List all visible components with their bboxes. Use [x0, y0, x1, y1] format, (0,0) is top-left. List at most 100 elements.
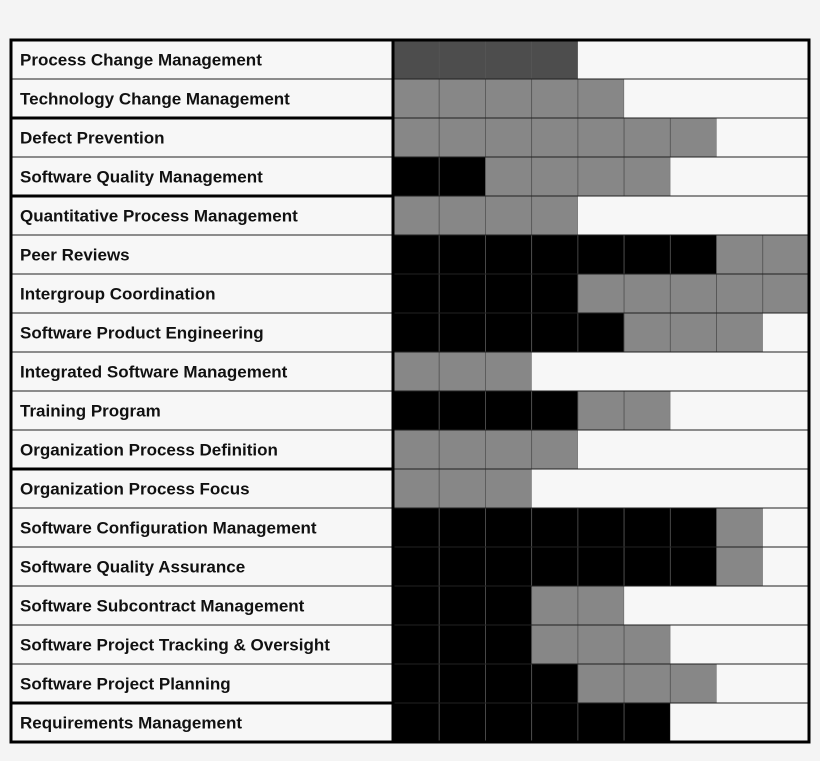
bar-cell-gray: [392, 78, 440, 119]
bar-remainder: [577, 40, 809, 79]
row-label: Organization Process Focus: [20, 480, 250, 499]
bar-cell-black: [438, 390, 486, 431]
bar-cell-black: [392, 546, 440, 587]
bar-remainder: [670, 625, 809, 664]
bar-cell-gray: [531, 117, 579, 158]
bar-cell-gray: [669, 312, 717, 353]
bar-cell-black: [485, 624, 533, 665]
bar-cell-gray: [438, 429, 486, 470]
bar-cell-gray: [716, 507, 764, 548]
bar-cell-black: [577, 507, 625, 548]
bar-cell-gray: [485, 429, 533, 470]
bar-remainder: [716, 118, 809, 157]
bar-cell-black: [577, 234, 625, 275]
bar-remainder: [762, 547, 809, 586]
bar-cell-black: [485, 312, 533, 353]
row-label: Software Quality Assurance: [20, 558, 245, 577]
row-label: Intergroup Coordination: [20, 285, 215, 304]
bar-cell-gray: [438, 351, 486, 392]
bar-cell-gray: [762, 273, 810, 314]
bar-cell-gray: [716, 312, 764, 353]
bar-cell-gray: [485, 195, 533, 236]
bar-cell-black: [485, 663, 533, 704]
bar-cell-gray: [485, 117, 533, 158]
bar-cell-gray: [392, 351, 440, 392]
bar-remainder: [577, 196, 809, 235]
bar-cell-black: [623, 702, 671, 743]
bar-cell-black: [438, 234, 486, 275]
bar-cell-gray: [623, 117, 671, 158]
bar-cell-black: [485, 507, 533, 548]
bar-remainder: [762, 508, 809, 547]
bar-cell-black: [485, 234, 533, 275]
bar-remainder: [624, 79, 809, 118]
bar-cell-gray: [577, 663, 625, 704]
bar-cell-black: [669, 507, 717, 548]
row-label: Process Change Management: [20, 51, 262, 70]
bar-cell-black: [531, 273, 579, 314]
bar-cell-gray: [623, 390, 671, 431]
bar-remainder: [716, 664, 809, 703]
row-label: Defect Prevention: [20, 129, 165, 148]
bar-cell-black: [623, 234, 671, 275]
bar-cell-black: [623, 546, 671, 587]
row-label: Software Quality Management: [20, 168, 263, 187]
row-label: Requirements Management: [20, 714, 242, 733]
bar-cell-gray: [577, 156, 625, 197]
bar-remainder: [624, 586, 809, 625]
bar-cell-black: [485, 273, 533, 314]
bar-cell-gray: [577, 273, 625, 314]
bar-cell-gray: [531, 585, 579, 626]
bar-cell-black: [623, 507, 671, 548]
bar-cell-black: [531, 507, 579, 548]
bar-remainder: [670, 391, 809, 430]
bar-cell-black: [531, 234, 579, 275]
bar-cell-black: [438, 312, 486, 353]
row-label: Software Project Tracking & Oversight: [20, 636, 330, 655]
bar-remainder: [577, 430, 809, 469]
bar-cell-black: [438, 273, 486, 314]
row-label: Peer Reviews: [20, 246, 130, 265]
bar-cell-black: [438, 702, 486, 743]
bar-cell-gray: [531, 429, 579, 470]
bar-cell-black: [438, 546, 486, 587]
bar-cell-black: [392, 663, 440, 704]
bar-cell-black: [531, 390, 579, 431]
bar-cell-gray: [438, 117, 486, 158]
bar-cell-gray: [623, 624, 671, 665]
bar-cell-gray: [531, 156, 579, 197]
bar-cell-gray: [762, 234, 810, 275]
bar-cell-black: [392, 390, 440, 431]
bar-cell-gray: [716, 273, 764, 314]
bar-cell-black: [485, 390, 533, 431]
bar-cell-gray: [485, 468, 533, 509]
bar-cell-gray: [485, 351, 533, 392]
bar-cell-gray: [669, 663, 717, 704]
bar-cell-gray: [577, 78, 625, 119]
bar-cell-black: [531, 702, 579, 743]
chart-border: [9, 38, 811, 744]
bar-cell-black: [438, 663, 486, 704]
bar-cell-black: [577, 312, 625, 353]
bar-cell-black: [577, 546, 625, 587]
bar-cell-black: [485, 702, 533, 743]
bar-cell-gray: [577, 624, 625, 665]
bar-cell-black: [577, 702, 625, 743]
bar-cell-black: [438, 585, 486, 626]
bar-cell-gray: [716, 546, 764, 587]
bar-cell-gray: [623, 156, 671, 197]
row-label: Quantitative Process Management: [20, 207, 298, 226]
row-label: Training Program: [20, 402, 161, 421]
bar-cell-gray: [623, 312, 671, 353]
bar-remainder: [670, 703, 809, 742]
bar-cell-black: [438, 624, 486, 665]
bar-cell-dark-gray: [438, 39, 486, 80]
row-label: Integrated Software Management: [20, 363, 288, 382]
bar-cell-black: [392, 624, 440, 665]
row-label: Technology Change Management: [20, 90, 290, 109]
row-label: Software Configuration Management: [20, 519, 317, 538]
bar-cell-black: [669, 546, 717, 587]
bar-cell-gray: [531, 195, 579, 236]
bar-cell-gray: [716, 234, 764, 275]
